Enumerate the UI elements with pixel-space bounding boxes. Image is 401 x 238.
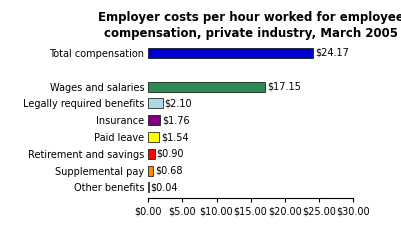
Text: $2.10: $2.10 <box>165 98 192 108</box>
Text: $17.15: $17.15 <box>267 82 301 92</box>
Bar <box>148 132 159 142</box>
Text: $1.76: $1.76 <box>162 115 190 125</box>
Bar <box>148 98 163 109</box>
Text: $0.68: $0.68 <box>155 166 182 176</box>
Bar <box>148 48 313 58</box>
Bar <box>148 149 154 159</box>
Title: Employer costs per hour worked for employee
compensation, private industry, Marc: Employer costs per hour worked for emplo… <box>98 11 401 40</box>
Bar <box>148 115 160 125</box>
Bar <box>148 82 265 92</box>
Text: $0.04: $0.04 <box>151 183 178 193</box>
Text: $1.54: $1.54 <box>161 132 188 142</box>
Text: $0.90: $0.90 <box>156 149 184 159</box>
Text: $24.17: $24.17 <box>315 48 349 58</box>
Bar <box>148 166 153 176</box>
